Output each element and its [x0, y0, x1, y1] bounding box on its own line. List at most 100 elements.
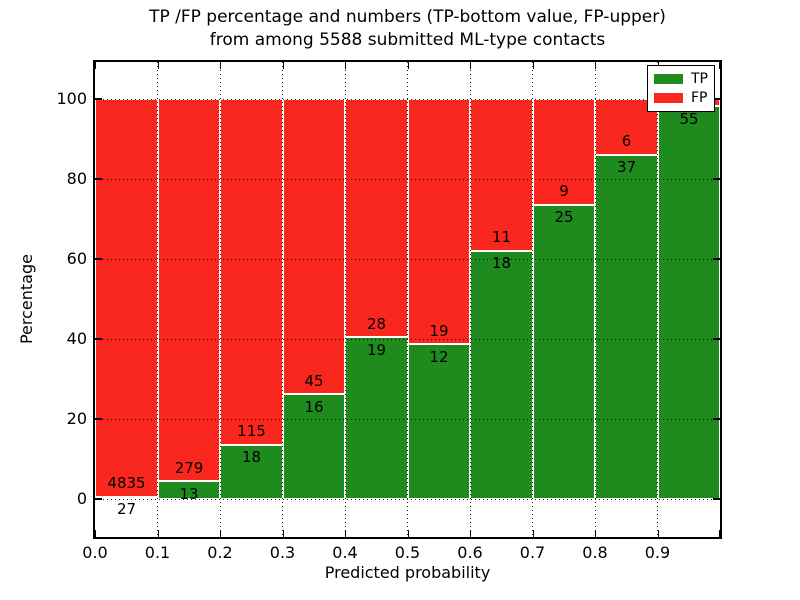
x-tick-mark: [532, 530, 534, 537]
legend: TP FP: [647, 65, 715, 112]
y-tick-mark: [95, 98, 102, 100]
grid-line-vertical: [532, 62, 533, 537]
y-tick-label: 100: [56, 89, 87, 108]
fp-count-label: 11: [491, 228, 512, 247]
fp-count-label: 19: [429, 321, 449, 340]
tp-count-label: 18: [241, 448, 262, 467]
y-tick-label: 20: [66, 409, 87, 428]
grid-line-vertical: [219, 62, 221, 537]
x-tick-label: 0.6: [457, 543, 483, 562]
y-tick-label: 80: [66, 169, 87, 188]
y-tick-mark: [95, 178, 102, 180]
tp-color-swatch: [654, 73, 683, 84]
plot-area: 4835272791311518451628191912111892563715…: [95, 62, 720, 537]
grid-line-vertical: [469, 62, 471, 537]
x-tick-mark: [595, 530, 597, 537]
bar-segment-tp: [532, 204, 595, 499]
y-tick-mark: [95, 338, 102, 340]
x-tick-mark: [157, 530, 159, 537]
x-tick-mark: [407, 62, 409, 69]
tp-count-label: 12: [429, 347, 449, 366]
y-tick-mark: [95, 418, 102, 420]
tp-count-label: 19: [366, 340, 387, 359]
grid-line-vertical: [594, 62, 596, 537]
grid-line-vertical: [157, 62, 158, 537]
bar-segment-tp: [657, 106, 720, 499]
chart-title-line1: TP /FP percentage and numbers (TP-bottom…: [149, 7, 666, 27]
tp-count-label: 16: [304, 397, 324, 416]
bar-segment-tp: [407, 344, 470, 499]
grid-line-vertical: [657, 62, 658, 537]
fp-count-label: 9: [559, 182, 569, 201]
y-tick-label: 40: [66, 329, 87, 348]
fp-count-label: 28: [366, 314, 387, 333]
y-tick-mark: [95, 498, 102, 500]
x-tick-mark: [657, 530, 659, 537]
x-tick-label: 0.4: [332, 543, 358, 562]
tp-count-label: 27: [116, 500, 137, 519]
x-tick-mark: [95, 62, 97, 69]
bar-segment-fp: [345, 99, 408, 338]
fp-count-label: 115: [237, 422, 266, 441]
x-axis-label: Predicted probability: [324, 563, 491, 582]
x-tick-mark: [282, 530, 284, 537]
bar-segment-fp: [220, 99, 283, 445]
x-tick-label: 0.5: [394, 543, 421, 562]
x-tick-mark: [345, 62, 347, 69]
tp-count-label: 25: [554, 208, 574, 227]
y-tick-mark: [713, 98, 720, 100]
chart-title: TP /FP percentage and numbers (TP-bottom…: [95, 6, 720, 52]
x-tick-mark: [220, 530, 222, 537]
x-tick-mark: [220, 62, 222, 69]
grid-line-vertical: [344, 62, 346, 537]
x-tick-mark: [345, 530, 347, 537]
legend-label-fp: FP: [691, 90, 708, 107]
y-tick-mark: [713, 178, 720, 180]
x-tick-label: 0.0: [82, 543, 108, 562]
tp-count-label: 18: [491, 254, 512, 273]
tp-count-label: 13: [179, 484, 199, 503]
x-tick-label: 0.8: [582, 543, 608, 562]
grid-line-vertical: [407, 62, 408, 537]
bar-segment-fp: [407, 99, 470, 345]
tp-count-label: 37: [616, 158, 637, 177]
y-tick-label: 60: [66, 249, 87, 268]
bar-segment-fp: [95, 99, 158, 497]
fp-color-swatch: [654, 93, 683, 104]
x-tick-mark: [718, 530, 720, 537]
y-axis-label: Percentage: [17, 254, 36, 345]
fp-count-label: 6: [621, 132, 632, 151]
bar-segment-fp: [282, 99, 345, 395]
bar-segment-fp: [157, 99, 220, 482]
legend-label-tp: TP: [691, 70, 708, 87]
y-tick-mark: [713, 258, 720, 260]
legend-entry-tp: TP: [654, 72, 708, 86]
bar-segment-tp: [595, 154, 658, 499]
x-tick-mark: [470, 62, 472, 69]
fp-count-label: 279: [174, 458, 204, 477]
fp-count-label: 45: [304, 371, 324, 390]
x-tick-mark: [532, 62, 534, 69]
bar-segment-fp: [532, 99, 595, 205]
x-tick-mark: [95, 530, 97, 537]
x-tick-mark: [157, 62, 159, 69]
grid-line-vertical: [282, 62, 283, 537]
x-tick-mark: [407, 530, 409, 537]
bar-segment-tp: [470, 250, 533, 499]
legend-entry-fp: FP: [654, 91, 708, 105]
x-tick-mark: [470, 530, 472, 537]
x-tick-label: 0.1: [144, 543, 171, 562]
tp-count-label: 55: [679, 109, 699, 128]
x-tick-label: 0.9: [644, 543, 671, 562]
x-tick-mark: [595, 62, 597, 69]
x-tick-mark: [282, 62, 284, 69]
y-tick-mark: [95, 258, 102, 260]
y-tick-mark: [713, 418, 720, 420]
y-tick-label: 0: [76, 489, 87, 508]
y-tick-mark: [713, 498, 720, 500]
x-tick-label: 0.3: [269, 543, 296, 562]
axes-frame: [93, 60, 722, 539]
chart-title-line2: from among 5588 submitted ML-type contac…: [209, 30, 606, 50]
x-tick-label: 0.7: [519, 543, 546, 562]
